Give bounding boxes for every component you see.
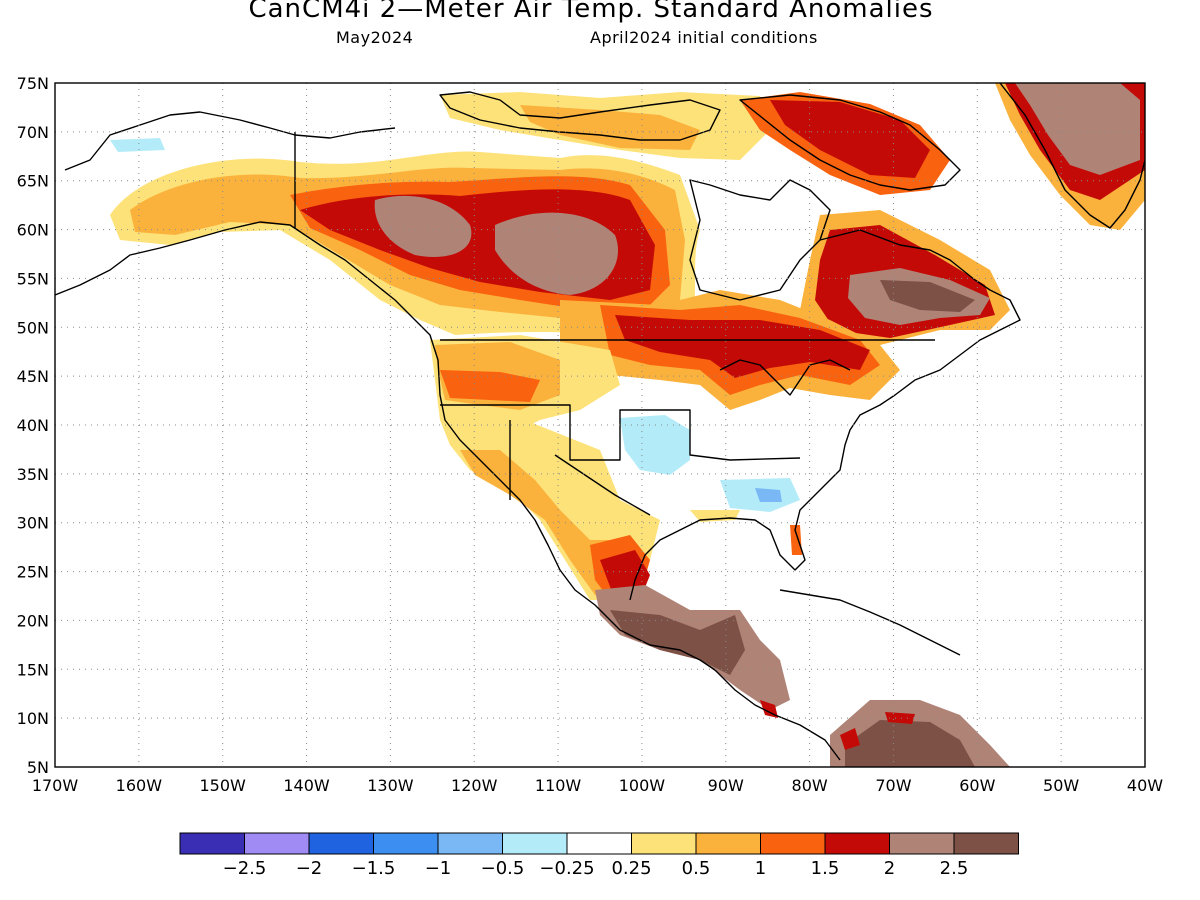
lat-tick-label: 40N	[17, 416, 49, 435]
longitude-axis: 170W 160W 150W 140W 130W 120W 110W 100W 90W 80W 70…	[32, 776, 1163, 795]
anomaly-shade	[110, 138, 165, 152]
initial-conditions-label: April2024 initial conditions	[590, 28, 818, 47]
lat-tick-label: 55N	[17, 269, 49, 288]
anomaly-shade	[690, 510, 740, 522]
lon-tick-label: 60W	[959, 776, 995, 795]
lat-tick-label: 35N	[17, 465, 49, 484]
colorbar-swatch	[695, 832, 761, 855]
colorbar: −2.5 −2 −1.5 −1 −0.5 −0.25 0.25 0.5 1 1.5 2 2.5	[179, 832, 1019, 879]
anomaly-shade	[755, 488, 782, 502]
colorbar-swatch	[179, 832, 245, 855]
anomaly-shade	[520, 105, 700, 150]
colorbar-swatch	[631, 832, 697, 855]
colorbar-label: 2	[884, 858, 895, 879]
colorbar-label: −1	[425, 858, 452, 879]
colorbar-swatch	[889, 832, 955, 855]
lon-tick-label: 50W	[1043, 776, 1079, 795]
lat-tick-label: 50N	[17, 318, 49, 337]
lon-tick-label: 170W	[32, 776, 79, 795]
lat-tick-label: 10N	[17, 709, 49, 728]
colorbar-label: 0.5	[682, 858, 711, 879]
map-frame	[54, 82, 1146, 768]
anomaly-shade	[440, 370, 540, 402]
colorbar-swatch	[437, 832, 503, 855]
lat-tick-label: 60N	[17, 221, 49, 240]
colorbar-swatch	[760, 832, 826, 855]
colorbar-swatch	[308, 832, 374, 855]
anomaly-shade	[790, 525, 802, 555]
lon-tick-label: 70W	[875, 776, 911, 795]
anomaly-shade	[880, 280, 975, 312]
lat-tick-label: 45N	[17, 367, 49, 386]
colorbar-label: −2.5	[223, 858, 267, 879]
lat-tick-label: 25N	[17, 563, 49, 582]
colorbar-label: 0.25	[611, 858, 651, 879]
coastlines	[55, 83, 1145, 761]
lon-tick-label: 140W	[283, 776, 330, 795]
lat-tick-label: 5N	[27, 758, 49, 777]
lat-tick-label: 30N	[17, 514, 49, 533]
colorbar-label: −2	[296, 858, 323, 879]
lon-tick-label: 120W	[451, 776, 498, 795]
anomaly-shade	[1015, 83, 1140, 175]
lon-tick-label: 130W	[367, 776, 414, 795]
map-title: CanCM4i 2—Meter Air Temp. Standard Anoma…	[248, 0, 934, 24]
lon-tick-label: 150W	[200, 776, 247, 795]
lon-tick-label: 80W	[792, 776, 828, 795]
colorbar-label: 2.5	[940, 858, 969, 879]
anomaly-shade	[495, 212, 618, 295]
anomaly-shade	[615, 315, 870, 378]
valid-month-label: May2024	[336, 28, 414, 47]
colorbar-swatch	[373, 832, 439, 855]
lon-tick-label: 160W	[116, 776, 163, 795]
colorbar-label: −0.25	[539, 858, 594, 879]
anomaly-shade	[460, 450, 630, 600]
colorbar-swatch	[566, 832, 632, 855]
colorbar-swatch	[244, 832, 310, 855]
colorbar-swatch	[953, 832, 1019, 855]
anomaly-shade	[845, 720, 975, 767]
lon-tick-label: 40W	[1127, 776, 1163, 795]
anomaly-field	[55, 83, 1145, 767]
lat-tick-label: 15N	[17, 660, 49, 679]
anomaly-shade	[374, 195, 472, 257]
lat-tick-label: 65N	[17, 172, 49, 191]
colorbar-label: −0.5	[481, 858, 525, 879]
latitude-axis: 75N 70N 65N 60N 55N 50N 45N 40N 35N 30N 25N 20N 15N 1…	[17, 74, 49, 777]
colorbar-swatch	[824, 832, 890, 855]
map-grid	[54, 82, 1146, 768]
anomaly-shade	[610, 610, 745, 675]
colorbar-swatch	[502, 832, 568, 855]
lon-tick-label: 90W	[708, 776, 744, 795]
anomaly-shade	[885, 712, 915, 724]
lat-tick-label: 70N	[17, 123, 49, 142]
anomaly-shade	[620, 415, 690, 475]
colorbar-label: −1.5	[352, 858, 396, 879]
anomaly-shade	[840, 728, 860, 750]
colorbar-label: 1.5	[811, 858, 840, 879]
lat-tick-label: 75N	[17, 74, 49, 93]
colorbar-label: 1	[755, 858, 766, 879]
lon-tick-label: 110W	[535, 776, 582, 795]
lon-tick-label: 100W	[619, 776, 666, 795]
lat-tick-label: 20N	[17, 611, 49, 630]
